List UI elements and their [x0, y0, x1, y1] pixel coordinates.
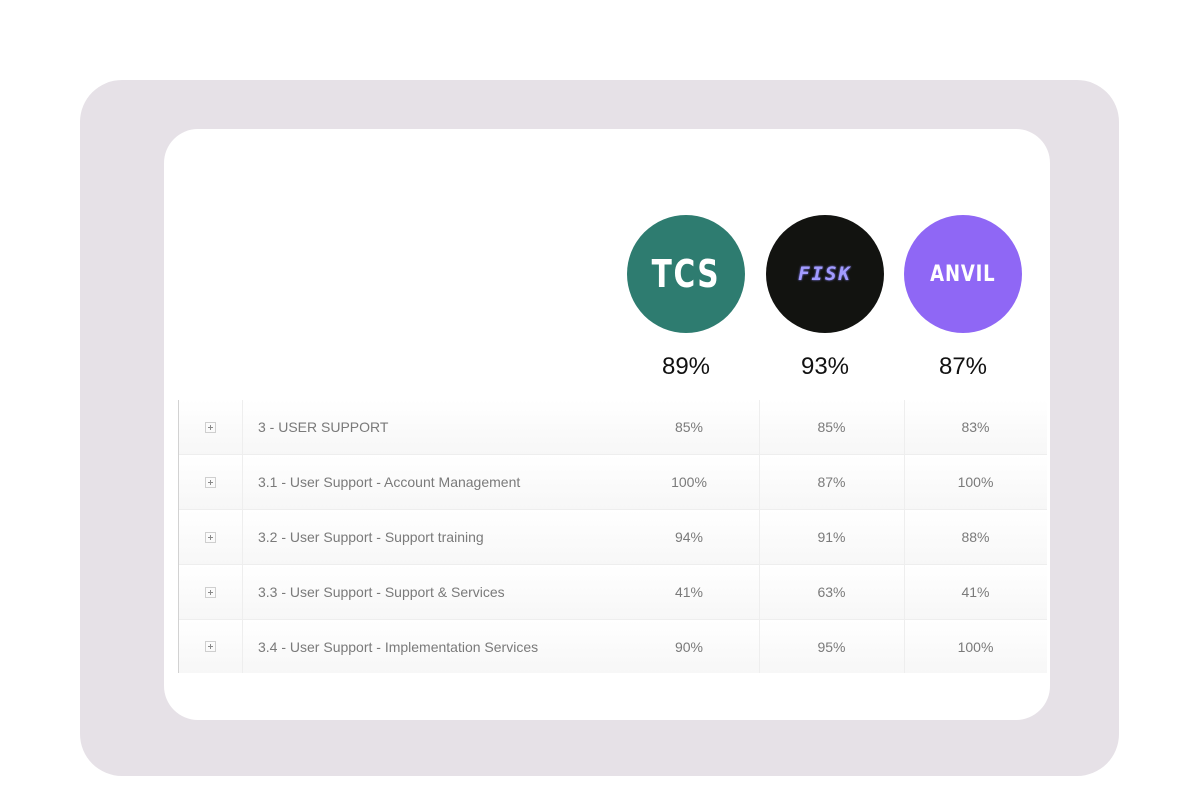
table-row: 3 - USER SUPPORT 85% 85% 83% — [179, 400, 1047, 455]
vendor-anvil: ANVIL 87% — [904, 215, 1022, 381]
fisk-score-cell: 85% — [759, 400, 905, 454]
expand-cell — [179, 510, 243, 564]
row-label: 3.1 - User Support - Account Management — [258, 474, 521, 490]
anvil-score-cell: 83% — [961, 419, 990, 435]
tcs-logo-text: TCS — [651, 252, 721, 296]
anvil-score-cell: 100% — [957, 638, 994, 655]
fisk-logo-text: FISK — [798, 263, 852, 285]
requirements-table: 3 - USER SUPPORT 85% 85% 83% 3.1 - User … — [178, 400, 1047, 673]
expand-cell — [179, 455, 243, 509]
tcs-score-cell: 85% — [619, 400, 760, 454]
fisk-score-cell: 91% — [759, 510, 905, 564]
anvil-score-cell: 41% — [961, 584, 990, 600]
vendor-tcs: TCS 89% — [627, 215, 745, 381]
vendor-fisk: FISK 93% — [766, 215, 884, 381]
plus-icon[interactable] — [205, 476, 216, 488]
plus-icon[interactable] — [205, 641, 216, 652]
fisk-score-cell: 87% — [759, 455, 905, 509]
table-row: 3.2 - User Support - Support training 94… — [179, 510, 1047, 565]
table-row: 3.4 - User Support - Implementation Serv… — [179, 620, 1047, 673]
table-row: 3.1 - User Support - Account Management … — [179, 455, 1047, 510]
plus-icon[interactable] — [205, 531, 216, 543]
fisk-score-cell: 95% — [759, 620, 905, 673]
tcs-score-cell: 41% — [619, 565, 760, 619]
expand-cell — [179, 565, 243, 619]
tcs-score-cell: 94% — [619, 510, 760, 564]
fisk-score-cell: 63% — [759, 565, 905, 619]
expand-cell — [179, 400, 243, 454]
anvil-score-cell: 88% — [961, 529, 990, 545]
vendor-score-tcs: 89% — [661, 353, 711, 380]
tcs-logo: TCS — [627, 215, 745, 333]
row-label: 3 - USER SUPPORT — [258, 419, 389, 435]
plus-icon[interactable] — [205, 421, 216, 433]
expand-cell — [179, 620, 243, 673]
row-label: 3.2 - User Support - Support training — [258, 529, 484, 545]
plus-icon[interactable] — [205, 586, 216, 598]
anvil-logo: ANVIL — [904, 215, 1022, 333]
row-label: 3.4 - User Support - Implementation Serv… — [258, 638, 539, 655]
comparison-card: TCS 89% FISK 93% ANVIL 87% 3 - USER SUPP… — [164, 129, 1050, 720]
anvil-logo-text: ANVIL — [930, 261, 996, 287]
row-label: 3.3 - User Support - Support & Services — [258, 584, 505, 600]
vendor-score-fisk: 93% — [800, 353, 850, 380]
table-row: 3.3 - User Support - Support & Services … — [179, 565, 1047, 620]
vendor-score-anvil: 87% — [938, 353, 988, 380]
fisk-logo: FISK — [766, 215, 884, 333]
anvil-score-cell: 100% — [957, 474, 994, 490]
tcs-score-cell: 90% — [619, 620, 760, 673]
tcs-score-cell: 100% — [619, 455, 760, 509]
